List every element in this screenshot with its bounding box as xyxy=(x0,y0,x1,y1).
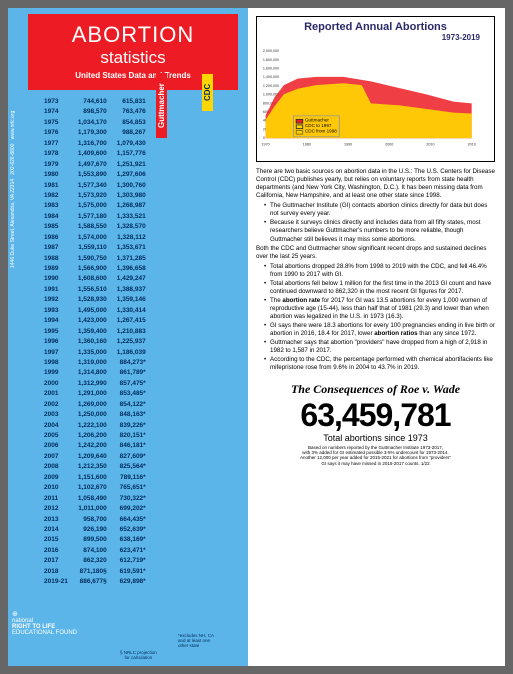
svg-text:1,400,000: 1,400,000 xyxy=(263,75,279,79)
bullet-4: Total abortions fell below 1 million for… xyxy=(264,280,495,296)
chart-legend: Guttmacher CDC to 1997 CDC from 1998 xyxy=(293,115,339,137)
body-text: There are two basic sources on abortion … xyxy=(256,168,495,374)
data-table: 1973744,610615,8311974898,570763,4761975… xyxy=(38,96,152,589)
svg-text:2010: 2010 xyxy=(426,143,434,147)
bullet-3: Total abortions dropped 28.8% from 1998 … xyxy=(264,263,495,279)
chart-svg: 0200,000400,000600,000800,0001,000,0001,… xyxy=(261,42,490,152)
svg-text:1,600,000: 1,600,000 xyxy=(263,67,279,71)
bullet-7: Guttmacher says that abortion "providers… xyxy=(264,339,495,355)
left-column: ABORTION statistics United States Data a… xyxy=(8,8,248,666)
chart-subtitle: 1973-2019 xyxy=(261,33,480,42)
intro-para: There are two basic sources on abortion … xyxy=(256,168,495,200)
svg-text:1,800,000: 1,800,000 xyxy=(263,58,279,62)
chart-container: Reported Annual Abortions 1973-2019 0200… xyxy=(256,16,495,162)
bullet-8: According to the CDC, the percentage per… xyxy=(264,356,495,372)
svg-text:1,200,000: 1,200,000 xyxy=(263,84,279,88)
svg-text:0: 0 xyxy=(263,136,265,140)
conseq-number: 63,459,781 xyxy=(256,399,495,431)
title-1: ABORTION xyxy=(34,22,232,48)
bullet-2: Because it surveys clinics directly and … xyxy=(264,219,495,243)
svg-text:2019: 2019 xyxy=(468,143,476,147)
svg-text:1970: 1970 xyxy=(262,143,270,147)
title-2: statistics xyxy=(34,48,232,68)
right-column: Reported Annual Abortions 1973-2019 0200… xyxy=(248,8,505,666)
footnote-projection: § NRLC projection for calculation xyxy=(120,650,157,660)
nrlc-logo: ⊕ national RIGHT TO LIFE EDUCATIONAL FOU… xyxy=(12,611,77,636)
conseq-heading: The Consequences of Roe v. Wade xyxy=(256,382,495,397)
bullet-1: The Guttmacher Institute (GI) contacts a… xyxy=(264,202,495,218)
para-2: Both the CDC and Guttmacher show signifi… xyxy=(256,245,495,261)
consequences-block: The Consequences of Roe v. Wade 63,459,7… xyxy=(256,382,495,467)
svg-text:2,000,000: 2,000,000 xyxy=(263,49,279,53)
cdc-label: CDC xyxy=(202,74,213,111)
chart-title: Reported Annual Abortions xyxy=(261,21,490,33)
bullet-5: The abortion rate for 2017 for GI was 13… xyxy=(264,297,495,321)
conseq-fine-print: Based on numbers reported by the Guttmac… xyxy=(256,445,495,467)
svg-text:2000: 2000 xyxy=(385,143,393,147)
conseq-sub: Total abortions since 1973 xyxy=(256,433,495,443)
svg-text:1990: 1990 xyxy=(344,143,352,147)
svg-text:1980: 1980 xyxy=(303,143,311,147)
footnote-asterisk: *excludes NH, CA and at least one other … xyxy=(178,633,214,648)
org-sidebar: 1446 Duke Street, Alexandria, VA 22314 2… xyxy=(10,111,16,268)
guttmacher-label: Guttmacher xyxy=(156,73,167,138)
bullet-6: GI says there were 18.3 abortions for ev… xyxy=(264,322,495,338)
